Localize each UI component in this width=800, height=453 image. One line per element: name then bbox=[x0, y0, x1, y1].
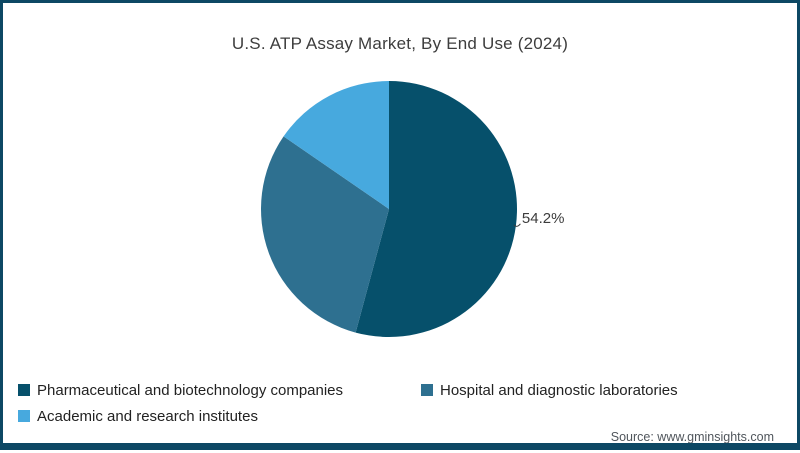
legend-swatch-pharmaceutical bbox=[18, 384, 30, 396]
legend-swatch-academic bbox=[18, 410, 30, 422]
legend-row: Pharmaceutical and biotechnology compani… bbox=[18, 377, 788, 403]
pie-slices bbox=[261, 81, 518, 337]
pie-chart: 54.2% bbox=[261, 81, 565, 337]
legend-item-academic: Academic and research institutes bbox=[18, 408, 421, 425]
legend-item-hospital: Hospital and diagnostic laboratories bbox=[421, 382, 678, 399]
pie-data-label: 54.2% bbox=[522, 210, 565, 227]
data-label-connector-line bbox=[513, 223, 521, 227]
source-text: Source: www.gminsights.com bbox=[610, 430, 774, 444]
legend-label: Academic and research institutes bbox=[37, 407, 258, 425]
pie-slice-1 bbox=[261, 136, 389, 333]
legend-label: Hospital and diagnostic laboratories bbox=[440, 381, 678, 399]
legend-label: Pharmaceutical and biotechnology compani… bbox=[37, 381, 344, 399]
bottom-bar bbox=[3, 443, 797, 450]
legend-row: Academic and research institutes bbox=[18, 403, 788, 429]
legend-item-pharmaceutical: Pharmaceutical and biotechnology compani… bbox=[18, 382, 421, 399]
legend: Pharmaceutical and biotechnology compani… bbox=[18, 377, 788, 429]
chart-title: U.S. ATP Assay Market, By End Use (2024) bbox=[231, 34, 569, 53]
legend-swatch-hospital bbox=[421, 384, 433, 396]
pie-slice-2 bbox=[283, 81, 389, 209]
pie-slice-0 bbox=[355, 81, 518, 337]
